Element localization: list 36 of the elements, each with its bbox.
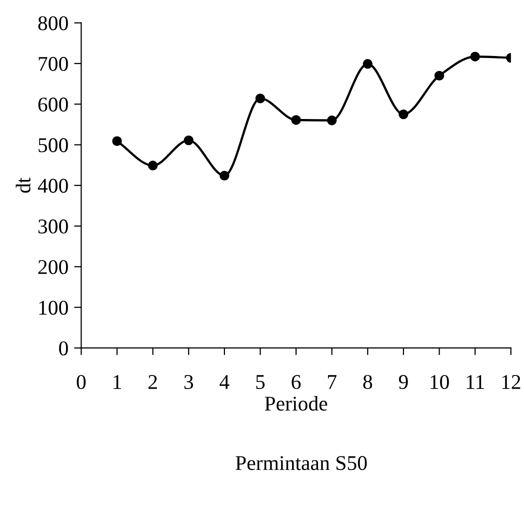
x-tick-label: 0	[76, 374, 86, 390]
x-tick-label: 5	[256, 375, 265, 390]
y-tick-label: 0	[59, 341, 68, 356]
point	[255, 94, 266, 104]
x-tick-label: 3	[184, 375, 194, 390]
y-tick-label: 700	[38, 56, 68, 71]
point	[434, 70, 444, 81]
y-tick-label: 500	[38, 138, 68, 152]
x-tick-label: 8	[363, 374, 372, 390]
x-tick-label: 10	[430, 374, 449, 390]
point	[184, 135, 194, 146]
x-tick-label: 6	[292, 375, 301, 390]
point	[362, 59, 373, 69]
y-tick-label: 200	[38, 260, 68, 274]
point	[327, 116, 337, 126]
x-tick-label: 7	[328, 375, 336, 389]
y-axis-title: dt	[16, 177, 30, 193]
point	[148, 160, 158, 170]
y-tick-label: 600	[38, 98, 68, 112]
x-tick-label: 12	[502, 375, 520, 389]
y-tick-label: 100	[39, 300, 68, 315]
x-tick-label: 1	[114, 375, 121, 389]
point	[470, 52, 480, 62]
point	[112, 136, 122, 146]
point	[398, 109, 408, 120]
x-tick-label: 11	[466, 375, 484, 389]
x-axis-title: Periode	[264, 396, 328, 411]
y-tick-label: 400	[38, 178, 68, 193]
x-tick-label: 4	[220, 375, 230, 389]
point	[291, 115, 301, 125]
y-tick-label: 300	[38, 219, 68, 234]
y-tick-label: 800	[38, 16, 68, 30]
text: Permintaan S50	[236, 456, 367, 470]
point	[220, 170, 230, 181]
x-tick-label: 2	[148, 375, 157, 389]
x-tick-label: 9	[398, 375, 408, 390]
